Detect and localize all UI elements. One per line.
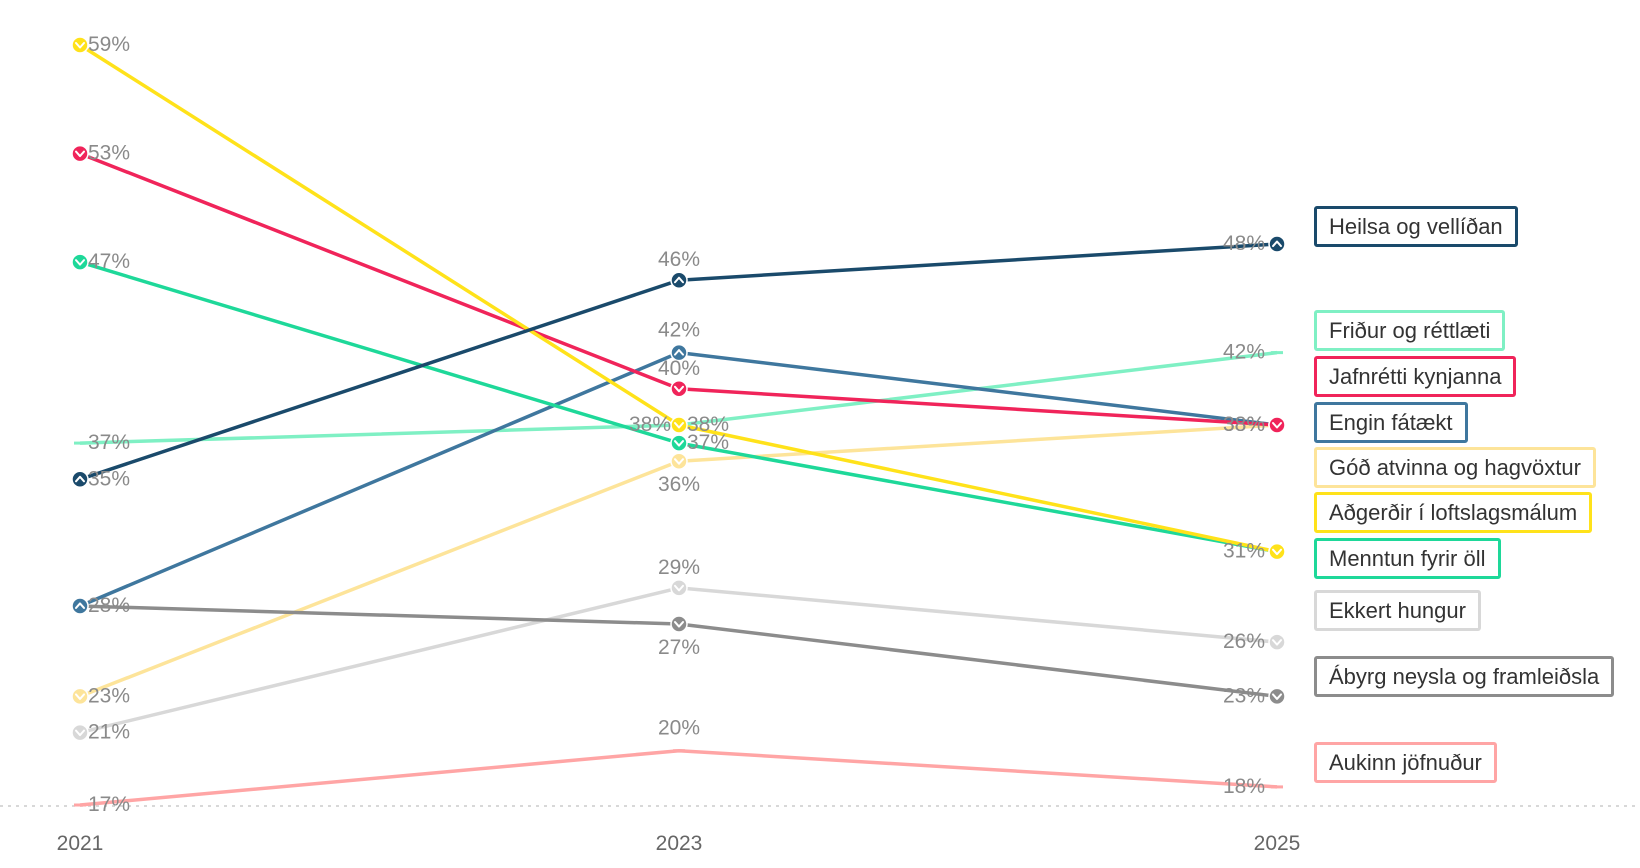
legend-item: Ekkert hungur bbox=[1314, 590, 1481, 631]
chevron-down-icon bbox=[75, 150, 85, 158]
chevron-down-icon bbox=[674, 458, 684, 465]
chevron-down-icon bbox=[674, 385, 684, 393]
data-point bbox=[670, 380, 688, 398]
chevron-down-icon bbox=[1272, 548, 1282, 556]
data-label: 59% bbox=[88, 33, 130, 56]
data-label: 36% bbox=[658, 473, 700, 496]
chevron-down-icon bbox=[75, 42, 85, 49]
data-point bbox=[670, 452, 688, 470]
data-point bbox=[71, 597, 89, 615]
data-label: 47% bbox=[88, 250, 130, 273]
chevron-down-icon bbox=[1272, 422, 1282, 429]
series-line bbox=[79, 260, 1278, 554]
legend-item: Góð atvinna og hagvöxtur bbox=[1314, 447, 1596, 488]
legend-item: Aukinn jöfnuður bbox=[1314, 742, 1497, 783]
data-point bbox=[71, 253, 89, 271]
data-label: 40% bbox=[658, 357, 700, 380]
data-point bbox=[670, 343, 688, 362]
data-point bbox=[71, 470, 89, 489]
data-label: 17% bbox=[88, 793, 130, 816]
legend-item: Jafnrétti kynjanna bbox=[1314, 356, 1517, 397]
data-label: 27% bbox=[658, 636, 700, 659]
data-label: 23% bbox=[1223, 684, 1265, 707]
data-label: 20% bbox=[658, 717, 700, 740]
chevron-down-icon bbox=[674, 621, 684, 628]
data-label: 23% bbox=[88, 684, 130, 707]
legend-item: Heilsa og vellíðan bbox=[1314, 206, 1518, 247]
data-label: 42% bbox=[658, 319, 700, 342]
chevron-down-icon bbox=[75, 259, 85, 266]
data-point bbox=[1268, 633, 1286, 651]
data-point bbox=[670, 579, 688, 597]
series-markers bbox=[71, 36, 1286, 807]
chevron-down-icon bbox=[674, 440, 684, 447]
data-point bbox=[670, 416, 688, 434]
x-tick-label: 2025 bbox=[1254, 832, 1301, 855]
data-label: 38% bbox=[1223, 413, 1265, 436]
chevron-down-icon bbox=[674, 584, 684, 592]
data-point bbox=[670, 615, 688, 633]
data-label: 35% bbox=[88, 467, 130, 490]
data-label: 38% bbox=[687, 413, 729, 436]
value-labels: 35%46%48%37%38%42%53%40%38%28%42%38%23%3… bbox=[88, 33, 1265, 816]
data-point bbox=[1268, 542, 1286, 561]
chevron-down-icon bbox=[674, 422, 684, 429]
legend-item: Friður og réttlæti bbox=[1314, 310, 1506, 351]
data-label: 48% bbox=[1223, 232, 1265, 255]
data-point bbox=[71, 687, 89, 706]
x-axis: 2021 2023 2025 bbox=[57, 832, 1301, 855]
data-label: 38% bbox=[1223, 413, 1265, 436]
chevron-up-icon bbox=[75, 475, 85, 483]
data-label: 21% bbox=[88, 721, 130, 744]
data-label: 28% bbox=[88, 594, 130, 617]
data-point bbox=[1268, 416, 1286, 434]
chevron-down-icon bbox=[1272, 639, 1282, 646]
data-label: 37% bbox=[88, 431, 130, 454]
chevron-up-icon bbox=[674, 276, 684, 284]
data-point bbox=[670, 434, 688, 452]
data-point bbox=[71, 36, 89, 54]
data-label: 53% bbox=[88, 142, 130, 165]
chevron-up-icon bbox=[75, 602, 85, 609]
series-line bbox=[79, 748, 1278, 807]
chevron-down-icon bbox=[75, 729, 85, 737]
data-point bbox=[1268, 687, 1286, 706]
data-label: 26% bbox=[1223, 630, 1265, 653]
data-label: 31% bbox=[1223, 540, 1265, 563]
chevron-down-icon bbox=[75, 693, 85, 700]
data-point bbox=[1268, 235, 1286, 253]
x-tick-label: 2023 bbox=[656, 832, 703, 855]
data-label: 46% bbox=[658, 248, 700, 271]
legend-item: Menntun fyrir öll bbox=[1314, 538, 1501, 579]
chevron-down-icon bbox=[1272, 693, 1282, 700]
data-point bbox=[71, 723, 89, 742]
data-label: 37% bbox=[687, 431, 729, 454]
legend-item: Aðgerðir í loftslagsmálum bbox=[1314, 492, 1593, 533]
series-line bbox=[79, 586, 1278, 735]
data-point bbox=[71, 144, 89, 163]
data-point bbox=[670, 271, 688, 289]
x-tick-label: 2021 bbox=[57, 832, 104, 855]
chevron-up-icon bbox=[1272, 240, 1282, 248]
data-label: 38% bbox=[629, 413, 671, 436]
legend-item: Ábyrg neysla og framleiðsla bbox=[1314, 656, 1615, 697]
data-label: 29% bbox=[658, 556, 700, 579]
chevron-up-icon bbox=[674, 349, 684, 356]
legend-item: Engin fátækt bbox=[1314, 402, 1468, 443]
data-label: 18% bbox=[1223, 775, 1265, 798]
data-label: 42% bbox=[1223, 341, 1265, 364]
